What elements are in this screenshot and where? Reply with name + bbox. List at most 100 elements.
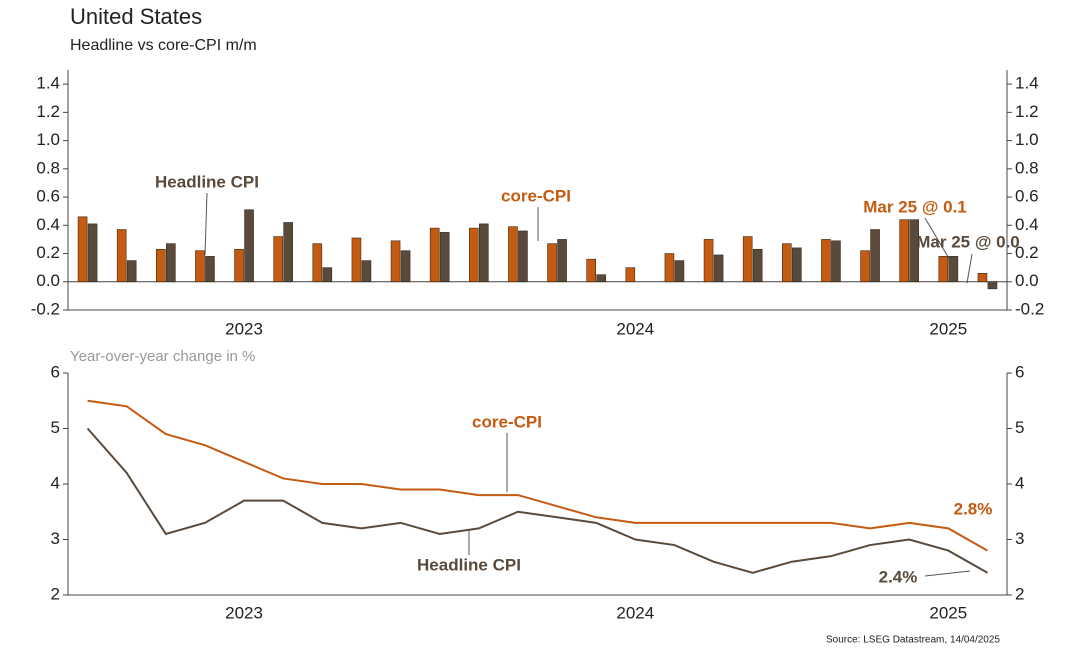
y-tick-label: 5 <box>51 418 60 437</box>
y-tick-label: 3 <box>1015 529 1024 548</box>
bar <box>948 256 959 283</box>
y-tick-label: 0.8 <box>1015 158 1039 177</box>
x-tick-label: 2025 <box>929 319 967 338</box>
x-tick-label: 2024 <box>616 603 654 622</box>
y-tick-label: 1.0 <box>36 130 60 149</box>
bar <box>244 209 254 283</box>
bar <box>283 222 293 283</box>
line <box>87 399 988 552</box>
bar <box>782 243 792 283</box>
y-tick-label: 3 <box>51 529 60 548</box>
x-tick-label: 2023 <box>225 603 263 622</box>
bar <box>870 229 880 283</box>
bar <box>987 281 998 290</box>
subtitle: Headline vs core-CPI m/m <box>70 37 257 54</box>
bar <box>586 258 596 283</box>
y-tick-label: 1.4 <box>1015 74 1039 93</box>
line <box>86 427 988 574</box>
bar <box>77 216 88 283</box>
y-tick-label: 0.2 <box>36 243 60 262</box>
bar <box>547 243 557 283</box>
bar <box>479 223 489 283</box>
bar <box>752 248 763 283</box>
y-tick-label: 2 <box>1015 584 1024 603</box>
x-tick-label: 2025 <box>929 603 967 622</box>
y-tick-label: 0.8 <box>36 158 60 177</box>
y-tick-label: 0.0 <box>36 271 60 290</box>
bar <box>977 272 988 283</box>
bar <box>518 230 528 283</box>
y-tick-label: 6 <box>1015 362 1024 381</box>
y-tick-label: 1.2 <box>1015 102 1039 121</box>
bar <box>821 239 831 283</box>
bar <box>469 227 479 283</box>
series-label: Headline CPI <box>155 172 259 191</box>
y-tick-label: 0.6 <box>36 187 60 206</box>
bar <box>439 232 450 283</box>
bar <box>273 236 283 283</box>
bar <box>361 260 372 283</box>
bar <box>234 248 244 283</box>
bar <box>899 219 909 283</box>
bar <box>557 239 567 283</box>
bar <box>351 237 362 283</box>
bar <box>909 219 919 283</box>
series-label: Headline CPI <box>417 555 521 574</box>
bar <box>156 248 166 283</box>
bar <box>87 223 98 283</box>
value-label: 2.4% <box>879 567 918 586</box>
annotation: Mar 25 @ 0.0 <box>916 232 1020 251</box>
bar <box>166 243 176 283</box>
bar <box>195 250 205 283</box>
bar <box>703 239 714 283</box>
subtitle: Year-over-year change in % <box>70 348 255 365</box>
annotation: Mar 25 @ 0.1 <box>863 197 967 216</box>
bar <box>625 267 636 283</box>
bar <box>674 260 685 283</box>
y-tick-label: 2 <box>51 584 60 603</box>
bar <box>664 253 675 283</box>
bar <box>792 247 802 283</box>
value-label: 2.8% <box>954 499 993 518</box>
bar <box>126 260 137 283</box>
bar <box>938 256 949 283</box>
y-tick-label: 1.4 <box>36 74 60 93</box>
y-tick-label: 0.4 <box>36 215 60 234</box>
series-label: core-CPI <box>472 412 542 431</box>
bar <box>205 256 215 283</box>
y-tick-label: 1.0 <box>1015 130 1039 149</box>
y-tick-label: 5 <box>1015 418 1024 437</box>
y-tick-label: 4 <box>51 473 60 492</box>
title: United States <box>70 4 202 29</box>
y-tick-label: 0.6 <box>1015 187 1039 206</box>
bar <box>831 240 841 283</box>
bar <box>742 236 753 283</box>
series-label: core-CPI <box>501 186 571 205</box>
y-tick-label: 0.0 <box>1015 271 1039 290</box>
bar <box>596 274 606 283</box>
source: Source: LSEG Datastream, 14/04/2025 <box>826 635 1000 646</box>
bar <box>860 250 870 283</box>
x-tick-label: 2024 <box>616 319 654 338</box>
y-tick-label: -0.2 <box>31 299 60 318</box>
y-tick-label: 6 <box>51 362 60 381</box>
x-tick-label: 2023 <box>225 319 263 338</box>
bar <box>713 254 724 283</box>
bar <box>116 229 127 283</box>
y-tick-label: 0.4 <box>1015 215 1039 234</box>
leader <box>924 570 971 577</box>
bar <box>322 267 333 283</box>
leader <box>966 253 973 284</box>
y-tick-label: 4 <box>1015 473 1024 492</box>
y-tick-label: -0.2 <box>1015 299 1044 318</box>
bar <box>508 226 518 283</box>
leader <box>204 192 208 256</box>
bar <box>312 243 323 283</box>
bar <box>390 240 401 283</box>
bar <box>400 250 411 283</box>
y-tick-label: 1.2 <box>36 102 60 121</box>
bar <box>429 227 440 283</box>
y-tick-label: 0.2 <box>1015 243 1039 262</box>
